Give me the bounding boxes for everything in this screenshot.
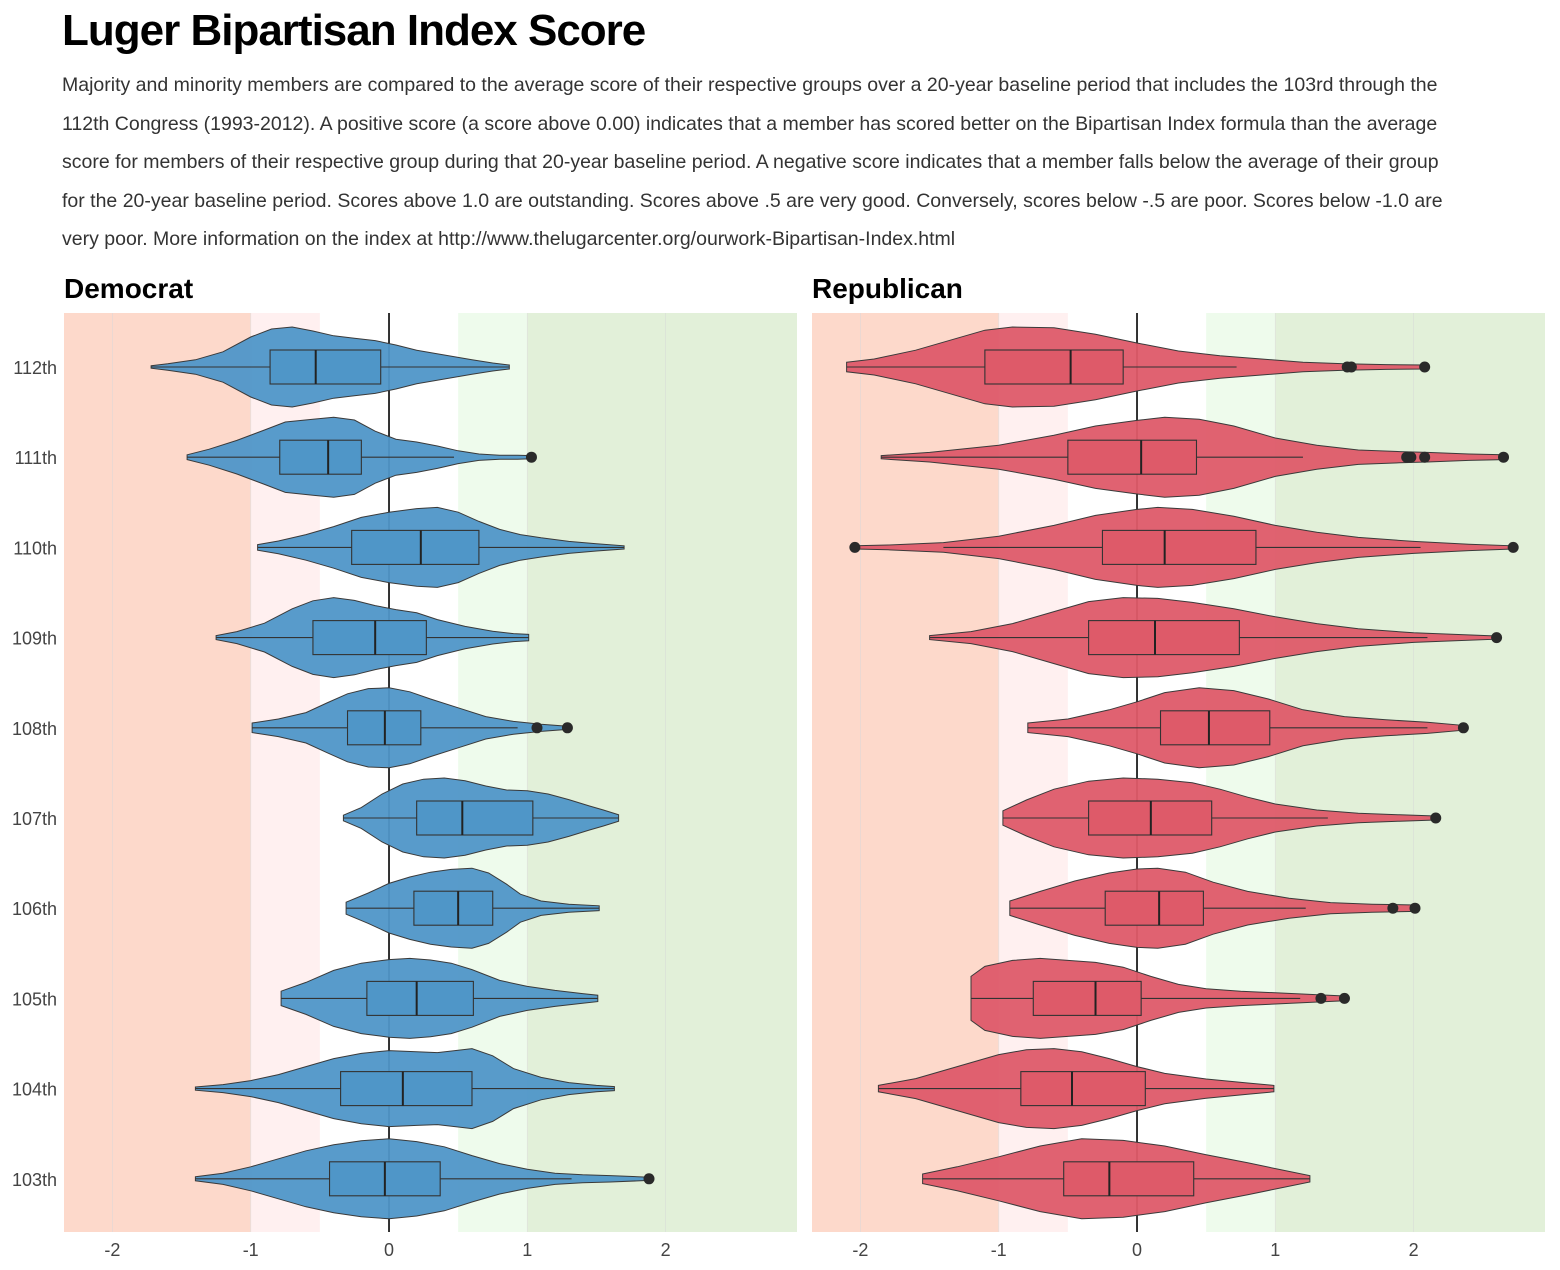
iqr-box — [984, 349, 1124, 385]
x-tick-label: -1 — [243, 1240, 259, 1260]
outlier-point — [561, 722, 573, 734]
outlier-point — [525, 451, 537, 463]
panel-democrat: Democrat -2 -1 0 1 2 — [64, 273, 797, 1260]
y-tick-label: 107th — [12, 809, 57, 829]
panel-republican: Republican -2 -1 0 1 2 — [812, 273, 1545, 1260]
y-tick-label: 108th — [12, 719, 57, 739]
outlier-point — [1345, 361, 1357, 373]
outlier-point — [1419, 451, 1431, 463]
violin-109th — [215, 597, 530, 679]
violin-105th — [280, 957, 599, 1039]
iqr-box — [1067, 439, 1198, 475]
x-tick-label: 1 — [522, 1240, 532, 1260]
y-tick-label: 104th — [12, 1080, 57, 1100]
outlier-point — [1430, 812, 1442, 824]
violin-103th — [922, 1138, 1311, 1220]
panel-title: Republican — [812, 273, 963, 304]
violin-111th — [880, 416, 1510, 498]
iqr-box — [1020, 1071, 1146, 1107]
outlier-point — [643, 1173, 655, 1185]
x-tick-label: -1 — [991, 1240, 1007, 1260]
violin-107th — [342, 777, 620, 859]
iqr-box — [1101, 529, 1257, 565]
x-tick-label: -2 — [104, 1240, 120, 1260]
outlier-point — [1338, 992, 1350, 1004]
x-tick-label: 2 — [1409, 1240, 1419, 1260]
y-tick-label: 106th — [12, 899, 57, 919]
violin-103th — [194, 1138, 655, 1220]
violin-106th — [1009, 867, 1421, 949]
outlier-point — [1419, 361, 1431, 373]
violin-104th — [194, 1048, 615, 1130]
outlier-point — [1498, 451, 1510, 463]
violin-108th — [251, 687, 573, 769]
violin-109th — [929, 597, 1503, 679]
iqr-box — [1104, 890, 1204, 926]
chart-title: Luger Bipartisan Index Score — [62, 6, 646, 55]
violin-111th — [186, 416, 537, 498]
iqr-box — [312, 620, 427, 656]
outlier-point — [1405, 451, 1417, 463]
background-band — [527, 313, 797, 1232]
outlier-point — [849, 541, 861, 553]
outlier-point — [1387, 902, 1399, 914]
y-tick-label: 109th — [12, 629, 57, 649]
iqr-box — [340, 1071, 473, 1107]
violin-110th — [849, 506, 1519, 588]
violin-105th — [970, 957, 1350, 1039]
violin-107th — [1002, 777, 1442, 859]
iqr-box — [1063, 1161, 1195, 1197]
iqr-box — [351, 529, 480, 565]
y-tick-label: 103th — [12, 1170, 57, 1190]
outlier-point — [1457, 722, 1469, 734]
y-tick-label: 110th — [13, 538, 57, 558]
x-tick-label: 1 — [1270, 1240, 1280, 1260]
iqr-box — [1159, 710, 1271, 746]
outlier-point — [1315, 992, 1327, 1004]
outlier-point — [1409, 902, 1421, 914]
panel-title: Democrat — [64, 273, 193, 304]
iqr-box — [366, 980, 474, 1016]
iqr-box — [269, 349, 382, 385]
iqr-box — [1088, 620, 1240, 656]
chart-subtitle: Majority and minority members are compar… — [62, 74, 1443, 250]
x-tick-label: 0 — [384, 1240, 394, 1260]
outlier-point — [1507, 541, 1519, 553]
violin-112th — [150, 326, 510, 408]
x-tick-label: 0 — [1132, 1240, 1142, 1260]
iqr-box — [1032, 980, 1142, 1016]
violin-112th — [846, 326, 1431, 408]
outlier-point — [531, 722, 543, 734]
violin-110th — [257, 506, 625, 588]
iqr-box — [416, 800, 534, 836]
y-tick-label: 105th — [12, 989, 57, 1009]
iqr-box — [413, 890, 494, 926]
outlier-point — [1491, 632, 1503, 644]
violin-106th — [345, 867, 600, 949]
x-tick-label: -2 — [852, 1240, 868, 1260]
y-tick-label: 111th — [15, 448, 57, 468]
x-tick-label: 2 — [661, 1240, 671, 1260]
violin-104th — [877, 1048, 1275, 1130]
violin-108th — [1027, 687, 1469, 769]
y-tick-label: 112th — [13, 358, 57, 378]
iqr-box — [279, 439, 362, 475]
